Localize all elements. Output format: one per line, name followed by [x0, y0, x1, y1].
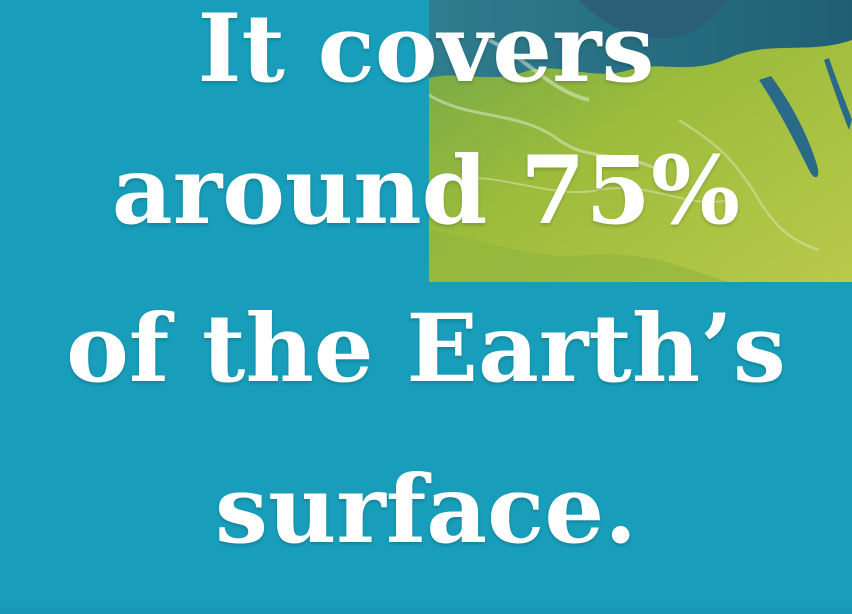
caption-line-1: It covers — [197, 0, 655, 104]
earth-aerial-image — [429, 0, 852, 282]
caption-line-2: around 75% — [111, 136, 741, 246]
caption-line-3: of the Earth’s — [66, 294, 786, 404]
caption-line-4: surface. — [215, 455, 637, 565]
bottom-edge — [0, 596, 852, 614]
